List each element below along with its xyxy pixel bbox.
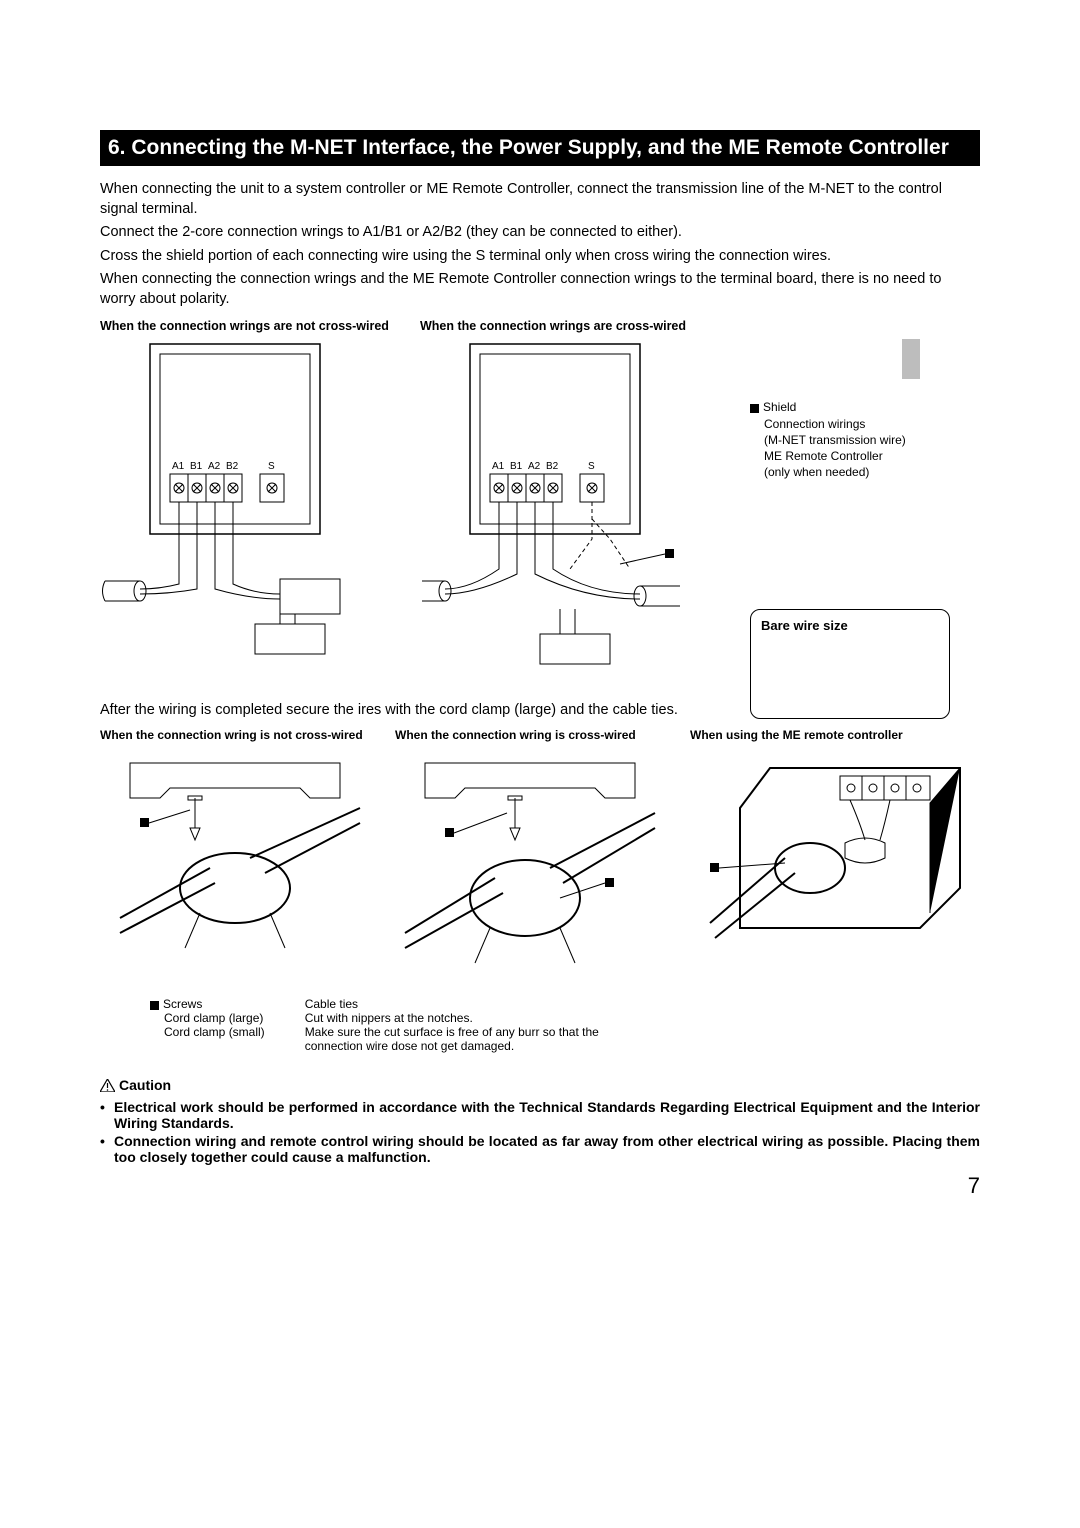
- svg-text:B2: B2: [546, 461, 559, 472]
- diagram-left-caption: When the connection wrings are not cross…: [100, 319, 400, 333]
- lower-c2: When the connection wring is cross-wired: [395, 728, 680, 742]
- diagram-right-caption: When the connection wrings are cross-wir…: [420, 319, 760, 333]
- svg-text:A1: A1: [172, 461, 185, 472]
- notes-left: Screws Cord clamp (large) Cord clamp (sm…: [150, 997, 265, 1053]
- lower-diagrams: When the connection wring is not cross-w…: [100, 728, 980, 983]
- lower-svg-1: [100, 748, 370, 978]
- legend-l2: Connection wirings: [750, 416, 950, 432]
- warning-icon: [100, 1079, 115, 1095]
- note-rb: Cut with nippers at the notches.: [305, 1011, 599, 1025]
- notes-right: Cable ties Cut with nippers at the notch…: [305, 997, 599, 1053]
- note-rd: connection wire dose not get damaged.: [305, 1039, 599, 1053]
- svg-text:B1: B1: [510, 461, 523, 472]
- intro-p3: Cross the shield portion of each connect…: [100, 247, 980, 267]
- svg-text:A1: A1: [492, 461, 505, 472]
- section-title: 6. Connecting the M-NET Interface, the P…: [108, 136, 949, 159]
- lower-svg-2: [395, 748, 665, 978]
- lower-svg-3: [690, 748, 980, 978]
- diagram-left: When the connection wrings are not cross…: [100, 319, 400, 684]
- svg-text:A2: A2: [528, 461, 541, 472]
- lower-c3: When using the ME remote controller: [690, 728, 980, 742]
- svg-text:A2: A2: [208, 461, 221, 472]
- lower-col-1: When the connection wring is not cross-w…: [100, 728, 385, 983]
- note-lc: Cord clamp (small): [150, 1025, 265, 1039]
- side-tab: [902, 339, 920, 379]
- note-ra: Cable ties: [305, 997, 599, 1011]
- svg-text:S: S: [588, 461, 595, 472]
- lower-col-2: When the connection wring is cross-wired: [395, 728, 680, 983]
- legend-l5: (only when needed): [750, 464, 950, 480]
- section-header: 6. Connecting the M-NET Interface, the P…: [100, 130, 980, 166]
- caution-text-1: Electrical work should be performed in a…: [114, 1099, 980, 1131]
- svg-text:S: S: [268, 461, 275, 472]
- intro-p2: Connect the 2-core connection wrings to …: [100, 223, 980, 243]
- caution-label: Caution: [119, 1077, 171, 1093]
- lower-c1: When the connection wring is not cross-w…: [100, 728, 385, 742]
- legend-l4: ME Remote Controller: [750, 448, 950, 464]
- upper-diagrams: When the connection wrings are not cross…: [100, 319, 980, 684]
- shield-legend: Shield Connection wirings (M-NET transmi…: [750, 399, 950, 480]
- intro-p4: When connecting the connection wrings an…: [100, 270, 980, 309]
- diagram-right-svg: A1 B1 A2 B2 S: [420, 339, 760, 684]
- intro-block: When connecting the unit to a system con…: [100, 180, 980, 309]
- legend-l1: Shield: [763, 400, 796, 414]
- legend-l3: (M-NET transmission wire): [750, 432, 950, 448]
- svg-text:B2: B2: [226, 461, 239, 472]
- svg-text:B1: B1: [190, 461, 203, 472]
- caution-text-2: Connection wiring and remote control wir…: [114, 1133, 980, 1165]
- diagram-right: When the connection wrings are cross-wir…: [420, 319, 760, 684]
- caution-item-1: • Electrical work should be performed in…: [100, 1099, 980, 1131]
- square-bullet-icon: [750, 404, 759, 413]
- note-rc: Make sure the cut surface is free of any…: [305, 1025, 599, 1039]
- bare-wire-box: Bare wire size: [750, 609, 950, 719]
- caution-item-2: • Connection wiring and remote control w…: [100, 1133, 980, 1165]
- lower-col-3: When using the ME remote controller: [690, 728, 980, 983]
- page-number: 7: [100, 1173, 980, 1199]
- note-lb: Cord clamp (large): [150, 1011, 265, 1025]
- note-la: Screws: [163, 997, 202, 1011]
- caution-list: • Electrical work should be performed in…: [100, 1099, 980, 1165]
- notes-row: Screws Cord clamp (large) Cord clamp (sm…: [150, 997, 980, 1053]
- diagram-left-svg: A1 B1 A2 B2 S: [100, 339, 400, 664]
- square-bullet-icon: [150, 1001, 159, 1010]
- intro-p1: When connecting the unit to a system con…: [100, 180, 980, 219]
- caution-head: Caution: [100, 1077, 980, 1094]
- bare-wire-label: Bare wire size: [761, 618, 848, 633]
